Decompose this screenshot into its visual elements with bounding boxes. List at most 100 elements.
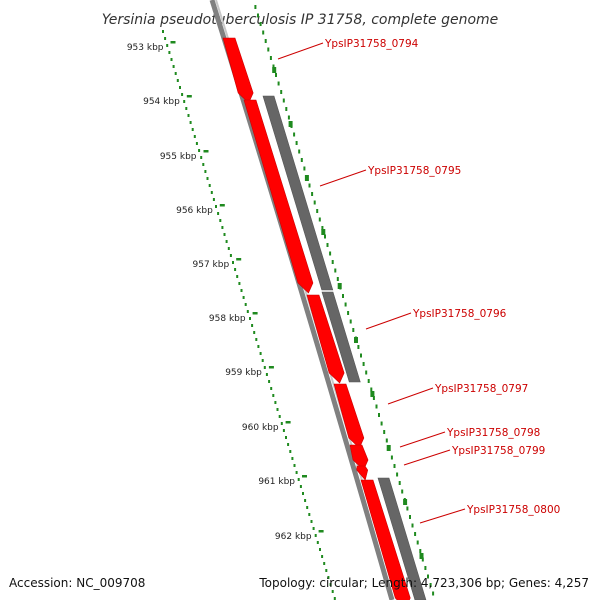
tick-dash [272,64,275,69]
scale-dot [246,310,249,313]
scale-dot [299,485,302,488]
scale-dot [249,317,251,320]
tick-dash [342,294,344,298]
tick-major [304,175,309,181]
tick-dash [287,115,290,120]
scale-dot [219,219,222,222]
scale-dot [263,366,266,369]
scale-dot [257,345,260,348]
scale-dot [276,408,279,411]
gene-label[interactable]: YpsIP31758_0799 [451,445,545,457]
scale-dot [265,373,268,376]
gene-leader-line [419,508,466,524]
gene-arrow [333,383,365,449]
tick-dash [262,30,265,35]
tick-major [321,229,326,235]
tick-dash [360,353,362,358]
tick-dash [303,166,306,171]
gene-arrow [243,99,314,294]
gene-arrows [222,37,411,600]
scale-dot [312,527,315,530]
tick-dash [349,319,352,324]
scale-label: 960 kbp [242,423,279,433]
tick-dash [277,81,280,86]
gene-label[interactable]: YpsIP31758_0798 [446,427,540,439]
tick-dash [308,183,311,188]
scale-label: 954 kbp [143,97,180,107]
tick-major [354,337,358,343]
scale-dot [302,492,304,495]
scale-dot [291,457,294,460]
scale-dot [297,478,300,481]
scale-dot [278,415,281,418]
gene-label[interactable]: YpsIP31758_0795 [367,165,461,177]
tick-dash [406,506,409,511]
scale-dot [174,72,177,75]
tick-dash [357,345,360,349]
gene-label[interactable]: YpsIP31758_0794 [324,38,419,50]
scale-dot [208,184,211,187]
scale-dot [185,107,188,110]
scale-dot [195,142,198,145]
scale-dot [304,499,307,502]
tick-dash [362,362,365,366]
tick-major [419,553,424,559]
gene-leader-line [319,169,367,187]
scale-dot [289,450,292,453]
gene-arrow [349,444,369,471]
tick-dash [280,90,283,94]
scale-dot [261,359,264,362]
gene-leader-line [399,431,446,448]
gene-leader-line [365,312,412,330]
tick-dash [372,396,375,400]
scale-dot [259,352,262,355]
scale-dot [232,261,234,264]
tick-dash [311,192,314,196]
tick-ring [254,5,435,596]
tick-dash [324,234,326,239]
scale-dot [212,198,215,201]
tick-dash [282,98,285,103]
scale-dot [234,268,237,271]
tick-dash [414,532,417,536]
scale-dot [200,156,203,159]
scale-dot [287,443,290,446]
tick-major [288,121,293,127]
tick-dash [316,209,319,213]
tick-dash [419,549,422,553]
tick-dash [393,464,396,468]
scale-ring [162,30,336,600]
scale-dot [170,58,173,61]
tick-dash [318,217,321,222]
scale-label: 961 kbp [258,477,295,487]
tick-dash [336,277,339,281]
scale-dot [325,569,328,572]
scale-dot [198,149,201,152]
tick-dash [421,557,424,562]
gene-label[interactable]: YpsIP31758_0800 [466,504,560,516]
tick-dash [411,523,414,528]
scale-dot [179,86,181,89]
scale-label: 959 kbp [225,368,262,378]
gene-arrow [356,465,369,481]
scale-dot [221,226,224,229]
grey-feature [377,477,427,600]
scale-dot [187,114,190,117]
tick-dash [257,13,259,18]
scale-dot [206,177,209,180]
scale-dot [168,51,171,54]
scale-dot [333,597,336,600]
scale-dot [293,464,296,467]
scale-major-tick [268,366,274,369]
tick-major [272,67,277,73]
gene-label[interactable]: YpsIP31758_0796 [412,308,507,320]
gene-leader-line [403,449,451,466]
gene-label[interactable]: YpsIP31758_0797 [434,383,528,395]
tick-major [337,283,342,289]
tick-dash [295,141,298,145]
scale-dot [240,289,243,292]
scale-dot [327,576,330,579]
tick-dash [383,430,386,434]
scale-major-tick [318,530,324,533]
scale-dot [244,303,247,306]
